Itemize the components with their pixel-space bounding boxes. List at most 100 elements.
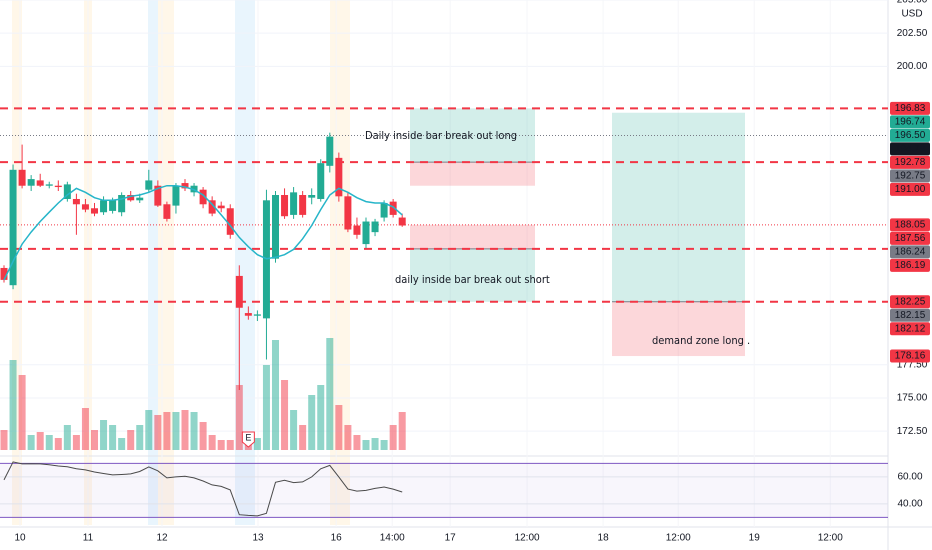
stop-zone xyxy=(410,162,535,186)
y-tick-label: 202.50 xyxy=(897,28,928,39)
candle-body xyxy=(253,314,261,316)
candle-body xyxy=(271,195,279,259)
candle-body xyxy=(290,192,298,215)
rsi-band xyxy=(0,463,888,518)
volume-bar xyxy=(109,425,117,450)
volume-bar xyxy=(290,410,298,450)
price-label: 187.56 xyxy=(895,233,926,244)
price-label: 196.74 xyxy=(895,117,926,128)
currency: USD xyxy=(901,9,922,20)
candle-body xyxy=(54,185,62,188)
volume-bar xyxy=(226,440,234,450)
rsi-line xyxy=(3,461,403,517)
price-label: 186.19 xyxy=(895,260,926,271)
volume-bar xyxy=(389,425,397,450)
price-label-box xyxy=(890,245,930,259)
candle-body xyxy=(380,202,388,218)
volume-bar xyxy=(100,420,108,450)
candle-body xyxy=(199,189,207,205)
price-label: 196.50 xyxy=(895,130,926,141)
candle-body xyxy=(72,198,80,205)
x-tick-label: 12 xyxy=(156,533,168,544)
y-tick-label: 175.00 xyxy=(897,393,928,404)
volume-bar xyxy=(217,440,225,450)
candle-body xyxy=(389,201,397,215)
candle-body xyxy=(127,195,135,201)
volume-bar xyxy=(199,422,207,450)
price-label-box xyxy=(890,322,930,336)
volume-bar xyxy=(127,430,135,450)
volume-bar xyxy=(299,425,307,450)
stop-zone xyxy=(612,301,745,357)
volume-bar xyxy=(208,435,216,450)
price-label-box xyxy=(890,308,930,322)
candle-body xyxy=(398,217,406,226)
volume-bar xyxy=(27,435,35,450)
candle-body xyxy=(299,195,307,215)
price-label-box xyxy=(890,218,930,232)
candle-body xyxy=(335,157,343,197)
volume-bar xyxy=(326,338,334,450)
price-label-box xyxy=(890,115,930,129)
price-label-box xyxy=(890,182,930,196)
price-label: 188.05 xyxy=(895,219,926,230)
candle-body xyxy=(244,313,252,316)
x-tick-label: 11 xyxy=(83,533,94,544)
volume-bar xyxy=(63,425,71,450)
annotation: daily inside bar break out short xyxy=(395,273,550,286)
candle-body xyxy=(353,225,361,235)
session-band xyxy=(330,0,350,525)
x-tick-label: 17 xyxy=(445,533,457,544)
price-label-box xyxy=(890,349,930,363)
rsi-tick-label: 60.00 xyxy=(897,472,922,483)
moving-average xyxy=(3,184,403,281)
candle-body xyxy=(90,208,98,214)
volume-bar xyxy=(154,415,162,450)
session-band xyxy=(12,0,22,525)
price-label: 192.78 xyxy=(895,157,926,168)
price-label: 178.16 xyxy=(895,351,926,362)
candle-body xyxy=(145,180,153,190)
price-label: 196.83 xyxy=(895,103,926,114)
price-label-box xyxy=(890,295,930,309)
volume-bar xyxy=(9,360,17,450)
price-label-box xyxy=(890,231,930,245)
candle-body xyxy=(217,205,225,209)
volume-bar xyxy=(136,425,144,450)
y-tick-label: 205.00 xyxy=(897,0,928,6)
price-label-box xyxy=(890,101,930,115)
price-label: 182.12 xyxy=(895,323,926,334)
volume-bar xyxy=(163,412,171,450)
annotation: demand zone long . xyxy=(652,334,750,347)
price-label-box xyxy=(890,142,930,156)
candle-body xyxy=(208,200,216,214)
y-tick-label: 200.00 xyxy=(897,61,928,72)
candle-body xyxy=(118,195,126,213)
volume-bar xyxy=(0,430,8,450)
x-tick-label: 13 xyxy=(252,533,264,544)
volume-bar xyxy=(335,405,343,450)
volume-bar xyxy=(190,412,198,450)
candle-body xyxy=(308,195,316,198)
volume-bar xyxy=(281,380,289,450)
price-label: 192.75 xyxy=(895,171,926,182)
price-label: 194.79 xyxy=(895,144,926,155)
candle-body xyxy=(27,179,35,186)
x-tick-label: 14:00 xyxy=(380,533,405,544)
volume-bar xyxy=(118,438,126,450)
target-zone xyxy=(410,248,535,302)
volume-bar xyxy=(54,438,62,450)
candle-body xyxy=(18,169,26,186)
candle-body xyxy=(362,221,370,245)
candle-body xyxy=(9,169,17,286)
x-tick-label: 19 xyxy=(749,533,761,544)
candle-body xyxy=(0,267,8,280)
candle-body xyxy=(371,221,379,233)
volume-bar xyxy=(398,412,406,450)
candle-body xyxy=(136,197,144,201)
target-zone xyxy=(612,112,745,302)
event-marker xyxy=(241,431,255,448)
candle-body xyxy=(226,208,234,235)
volume-bar xyxy=(145,410,153,450)
